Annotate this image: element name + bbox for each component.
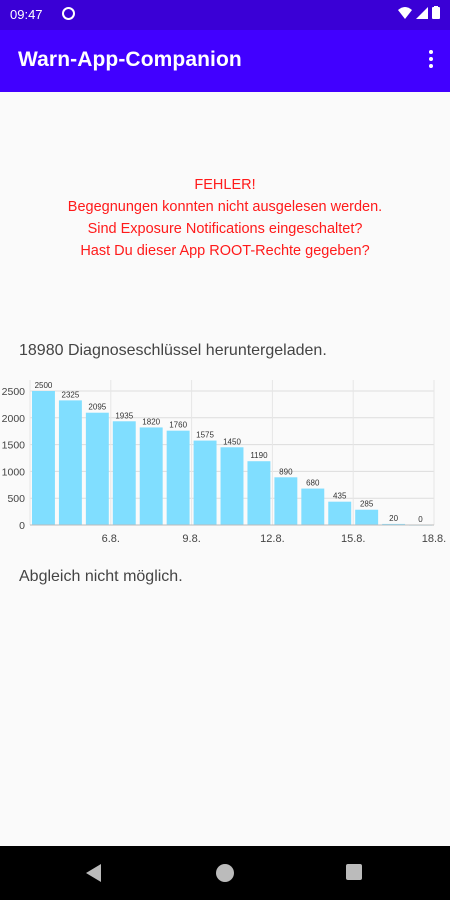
chart-bar <box>58 400 82 525</box>
chart-bar <box>382 523 406 525</box>
chart-bar <box>274 477 298 525</box>
overflow-menu-icon[interactable] <box>426 50 436 72</box>
x-tick-label: 18.8. <box>422 533 446 545</box>
chart-bar <box>355 509 379 525</box>
app-title: Warn-App-Companion <box>18 48 242 71</box>
chart-bar <box>193 440 217 525</box>
y-tick-label: 0 <box>19 520 25 532</box>
x-tick-label: 9.8. <box>182 533 200 545</box>
battery-icon <box>432 6 440 19</box>
data-label: 2500 <box>35 381 53 390</box>
keys-downloaded-text: 18980 Diagnoseschlüssel heruntergeladen. <box>19 342 327 359</box>
chart-bar <box>301 488 325 525</box>
data-label: 2325 <box>62 390 80 399</box>
error-line-4: Hast Du dieser App ROOT-Rechte gegeben? <box>80 243 370 259</box>
back-icon[interactable] <box>86 864 101 882</box>
error-title: FEHLER! <box>194 177 256 193</box>
data-label: 1820 <box>142 417 160 426</box>
data-label: 1450 <box>223 437 241 446</box>
data-label: 680 <box>306 479 320 488</box>
data-label: 1935 <box>115 411 133 420</box>
data-label: 1190 <box>250 451 268 460</box>
status-bar: 09:47 <box>0 0 450 30</box>
y-tick-label: 500 <box>7 493 25 505</box>
data-label: 0 <box>418 515 423 524</box>
chart-bar <box>328 501 352 525</box>
y-tick-label: 2500 <box>2 386 26 398</box>
signal-icon <box>416 6 428 19</box>
recents-icon[interactable] <box>346 864 362 880</box>
error-line-2: Begegnungen konnten nicht ausgelesen wer… <box>67 199 383 215</box>
app-bar: Warn-App-Companion <box>0 30 450 92</box>
status-time: 09:47 <box>10 7 43 22</box>
y-tick-label: 1000 <box>2 466 26 478</box>
chart-bar <box>247 461 271 525</box>
error-line-3: Sind Exposure Notifications eingeschalte… <box>87 221 363 237</box>
data-label: 285 <box>360 500 374 509</box>
chart-bar <box>166 430 190 525</box>
data-label: 890 <box>279 467 293 476</box>
x-tick-label: 6.8. <box>102 533 120 545</box>
keys-bar-chart: 0 500 1000 1500 2000 2500 2500 2325 2095 1935 1820… <box>0 372 450 552</box>
data-label: 20 <box>389 514 398 523</box>
chart-bar <box>139 427 163 525</box>
data-label: 1575 <box>196 431 214 440</box>
data-label: 1760 <box>169 421 187 430</box>
data-label: 2095 <box>88 403 106 412</box>
chart-svg: 0 500 1000 1500 2000 2500 2500 2325 2095 1935 1820… <box>2 380 446 545</box>
error-message: FEHLER! Begegnungen konnten nicht ausgel… <box>0 174 450 262</box>
notification-icon <box>62 7 75 20</box>
status-icons <box>398 6 440 19</box>
y-tick-label: 2000 <box>2 413 26 425</box>
x-tick-label: 15.8. <box>341 533 365 545</box>
data-label: 435 <box>333 492 347 501</box>
y-tick-label: 1500 <box>2 440 26 452</box>
chart-bar <box>220 447 244 525</box>
chart-bar <box>32 391 55 525</box>
chart-bar <box>85 412 109 525</box>
navigation-bar <box>0 846 450 900</box>
home-icon[interactable] <box>216 864 234 882</box>
match-status-text: Abgleich nicht möglich. <box>19 568 183 585</box>
wifi-icon <box>398 6 412 19</box>
chart-bar <box>112 421 136 525</box>
x-tick-label: 12.8. <box>260 533 284 545</box>
